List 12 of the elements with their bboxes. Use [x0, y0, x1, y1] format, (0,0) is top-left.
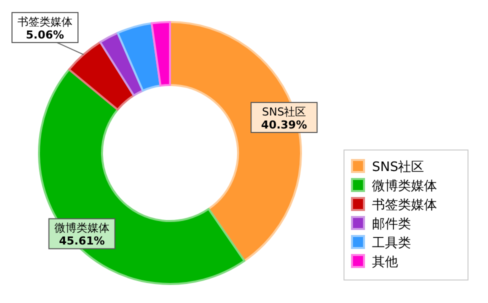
- slice-label: SNS社区: [262, 105, 306, 118]
- data-label: 40.39%: [261, 118, 308, 132]
- data-label: 45.61%: [58, 234, 105, 248]
- legend-label: 微博类媒体: [372, 179, 437, 194]
- legend-label: 工具类: [372, 236, 411, 251]
- legend-label: 书签类媒体: [372, 198, 437, 213]
- slice-label: 微博类媒体: [54, 222, 110, 235]
- legend-label: 其他: [372, 255, 398, 270]
- slice-label: 书签类媒体: [18, 16, 72, 29]
- legend-label: SNS社区: [372, 160, 424, 175]
- data-label: 5.06%: [26, 28, 64, 42]
- legend-label: 邮件类: [372, 217, 411, 232]
